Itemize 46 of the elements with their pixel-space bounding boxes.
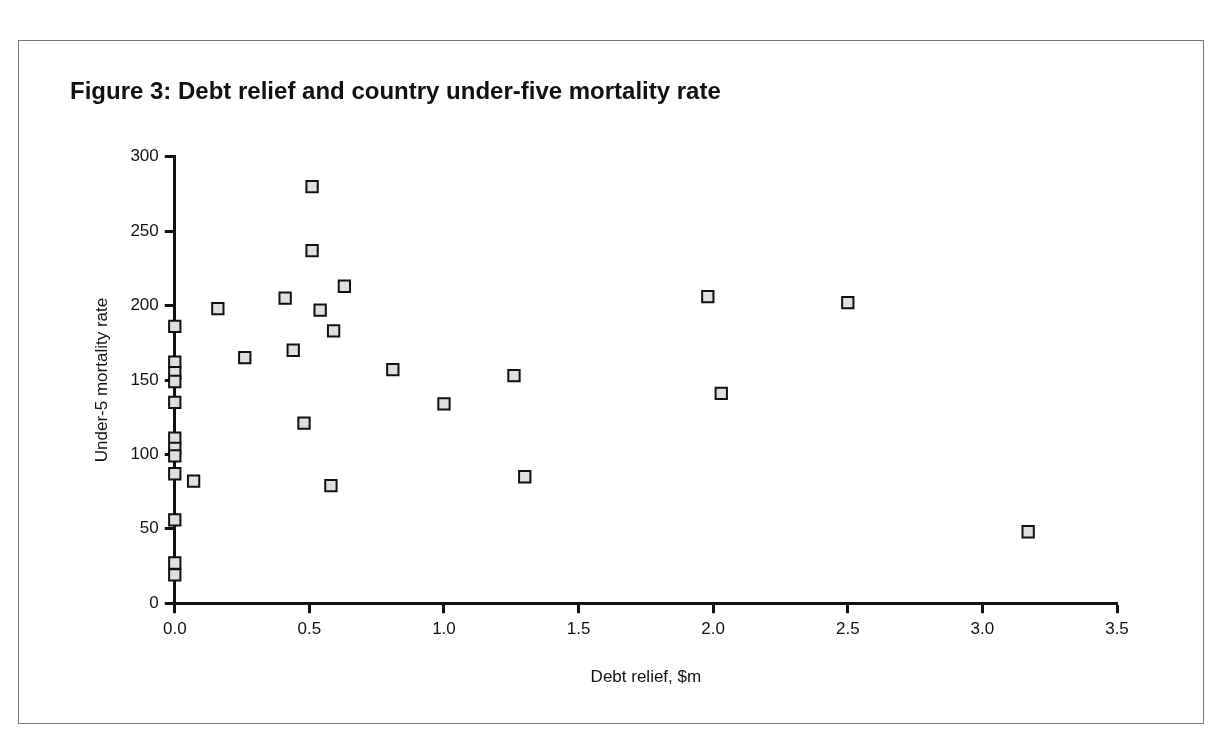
point [168,467,182,481]
point [337,279,352,293]
point [305,179,319,194]
x-tick-label: 3.0 [970,619,995,639]
point [238,351,252,365]
point [168,395,182,409]
point [507,368,521,383]
point [168,319,182,334]
y-tick-label: 100 [130,444,159,464]
point [168,374,182,389]
point [437,397,451,411]
point [1021,525,1035,539]
point [278,291,292,305]
y-tick-label: 50 [139,518,159,538]
point [841,295,855,310]
point [286,343,300,357]
point [168,568,182,582]
x-tick-label: 1.0 [432,619,456,639]
point [168,513,182,527]
y-tick-label: 250 [130,220,159,240]
point [297,416,311,430]
x-tick-label: 0.5 [297,619,322,639]
y-tick-label: 150 [130,369,159,389]
point [305,243,319,258]
y-tick-label: 0 [149,592,159,612]
y-tick-label: 200 [130,295,159,315]
point [324,478,338,493]
x-tick-label: 2.5 [835,619,860,639]
point [326,324,341,338]
y-axis-title: Under-5 mortality rate [91,297,111,463]
chart-title: Figure 3: Debt relief and country under-five mortality rate [70,77,721,105]
x-tick-label: 0.0 [162,619,187,639]
point [168,556,182,570]
x-tick-label: 1.5 [566,619,591,639]
x-axis-title: Debt relief, $m [590,667,702,687]
x-tick-label: 3.5 [1105,619,1129,639]
x-tick-label: 2.0 [701,619,725,639]
point [714,386,728,401]
point [386,362,400,377]
point [701,290,715,304]
point [211,301,225,316]
point [186,474,201,488]
point [518,470,532,484]
point [313,303,327,317]
point [168,449,182,463]
y-tick-label: 300 [130,146,159,166]
